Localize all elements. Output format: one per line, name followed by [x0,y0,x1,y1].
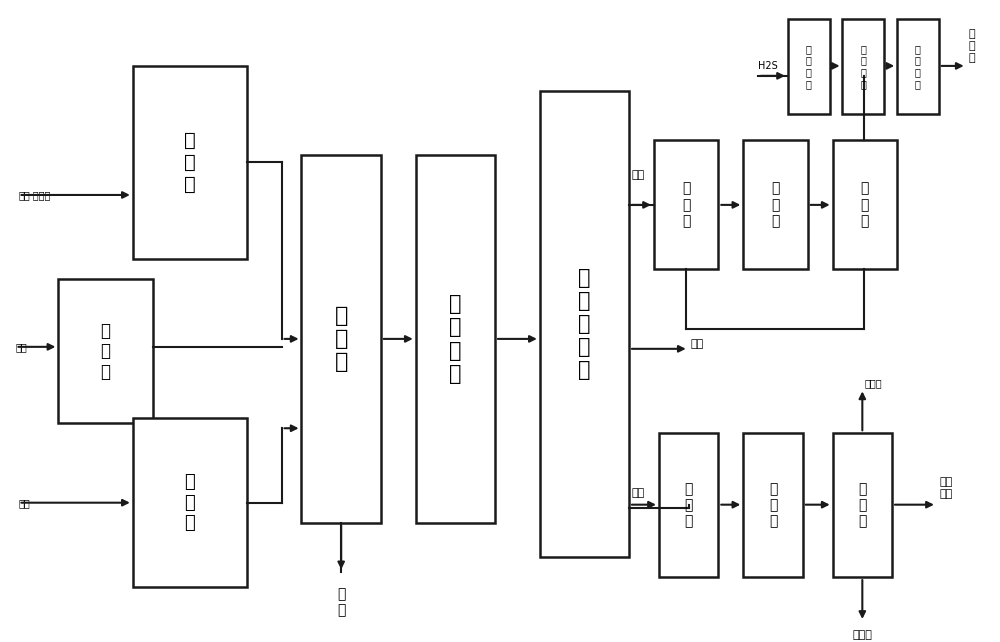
Bar [654,141,718,270]
Text: 精
馏
塔: 精 馏 塔 [858,482,867,528]
Bar [659,433,718,577]
Bar [788,19,830,114]
Text: 气相: 气相 [631,170,644,180]
Text: 蒸汽·丁二烯: 蒸汽·丁二烯 [19,190,51,200]
Text: 吸
收
塔: 吸 收 塔 [771,182,780,228]
Text: 一
级
脱
硫: 一 级 脱 硫 [806,44,812,89]
Text: 二
级
脱
硫: 二 级 脱 硫 [860,44,866,89]
Text: 噻吩
成品: 噻吩 成品 [940,477,953,499]
Text: 三
级
吸
收: 三 级 吸 收 [915,44,921,89]
Bar [833,141,897,270]
Text: 多
级
冷
却: 多 级 冷 却 [449,294,462,384]
Bar [133,66,247,259]
Text: 三
相
分
离
器: 三 相 分 离 器 [578,268,591,381]
Bar [842,19,884,114]
Text: H2S: H2S [758,61,778,71]
Text: 加
热
炉: 加 热 炉 [100,322,110,381]
Text: 粗
品
罐: 粗 品 罐 [684,482,693,528]
Bar [743,433,803,577]
Text: 解
吸
塔: 解 吸 塔 [861,182,869,228]
Text: 轻组分: 轻组分 [864,379,882,388]
Text: 炭
烧
炉: 炭 烧 炉 [969,30,975,63]
Text: 加
热
炉: 加 热 炉 [184,131,196,194]
Bar [133,419,247,587]
Bar [416,155,495,523]
Text: 汽
提
塔: 汽 提 塔 [769,482,777,528]
Bar [540,91,629,557]
Text: 重组分: 重组分 [852,630,872,639]
Text: 蒸汽: 蒸汽 [16,342,27,352]
Text: 反
应
器: 反 应 器 [334,306,348,372]
Text: 油相: 油相 [631,488,644,498]
Text: 加
热
炉: 加 热 炉 [184,473,195,532]
Bar [58,279,153,423]
Text: 废水: 废水 [691,339,704,349]
Text: 硫磺: 硫磺 [19,498,30,508]
Text: 冷
冻
器: 冷 冻 器 [682,182,690,228]
Bar [897,19,939,114]
Text: 焦
油: 焦 油 [337,587,345,617]
Bar [743,141,808,270]
Bar [301,155,381,523]
Bar [833,433,892,577]
